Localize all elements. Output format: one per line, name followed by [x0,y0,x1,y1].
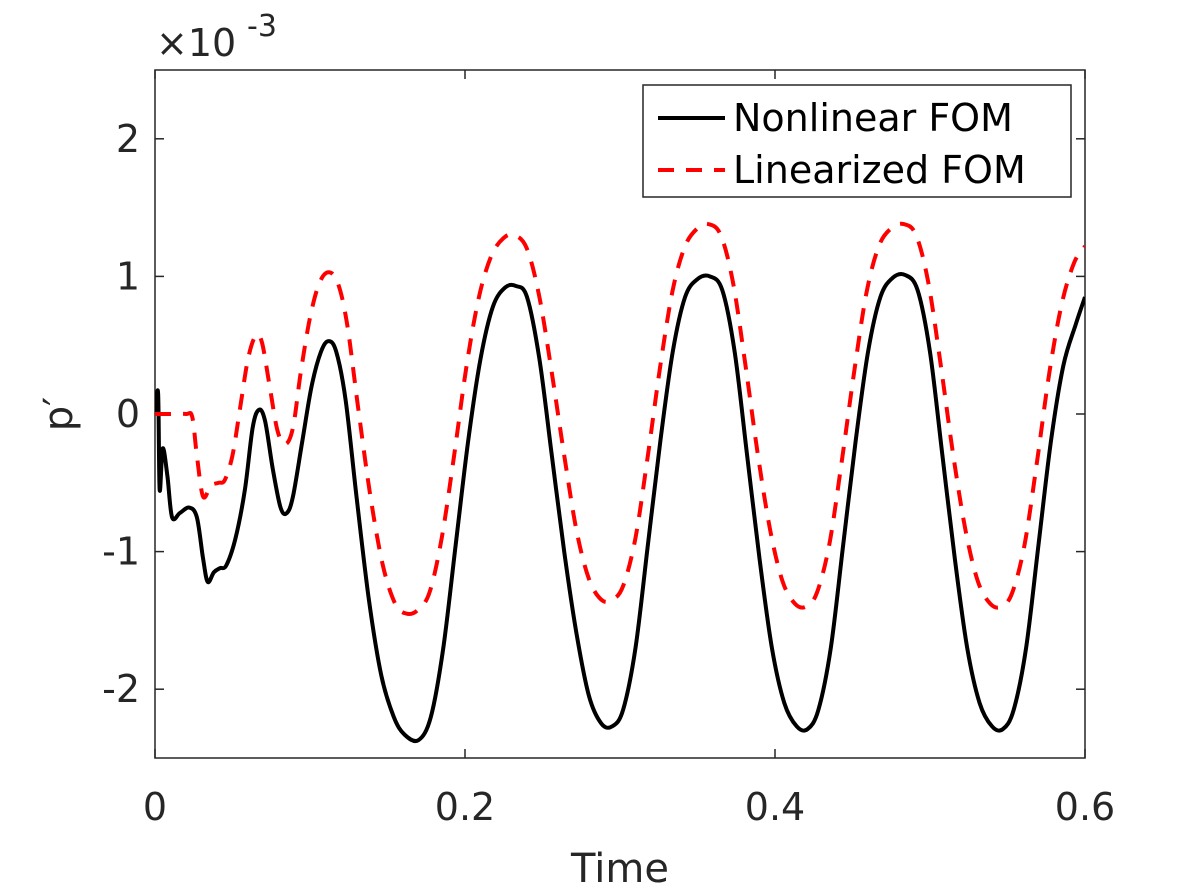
x-axis-label: Time [570,846,669,892]
y-tick-label: -2 [102,667,140,711]
ticks [154,70,1086,758]
y-tick-label: -1 [102,530,140,574]
y-scale-exponent: ×10 -3 [156,9,277,65]
series-layer [155,221,1085,744]
y-axis-label: p′ [36,397,82,431]
series-line-linearized-fom [155,221,1085,617]
y-scale-base: ×10 [156,21,236,65]
legend: Nonlinear FOM Linearized FOM [642,84,1072,198]
tick-labels: 0 0.2 0.4 0.6 -2 -1 0 1 2 [102,117,1115,829]
legend-label-linearized: Linearized FOM [733,148,1026,192]
y-tick-label: 0 [116,392,140,436]
series-line-nonlinear-fom [155,272,1085,744]
y-tick-label: 1 [116,254,140,298]
legend-label-nonlinear: Nonlinear FOM [733,96,1013,140]
y-tick-label: 2 [116,117,140,161]
x-tick-label: 0 [143,785,167,829]
x-tick-label: 0.2 [435,785,495,829]
x-tick-label: 0.6 [1055,785,1115,829]
y-scale-power: -3 [247,9,277,44]
x-tick-label: 0.4 [745,785,805,829]
legend-box [642,84,1072,198]
